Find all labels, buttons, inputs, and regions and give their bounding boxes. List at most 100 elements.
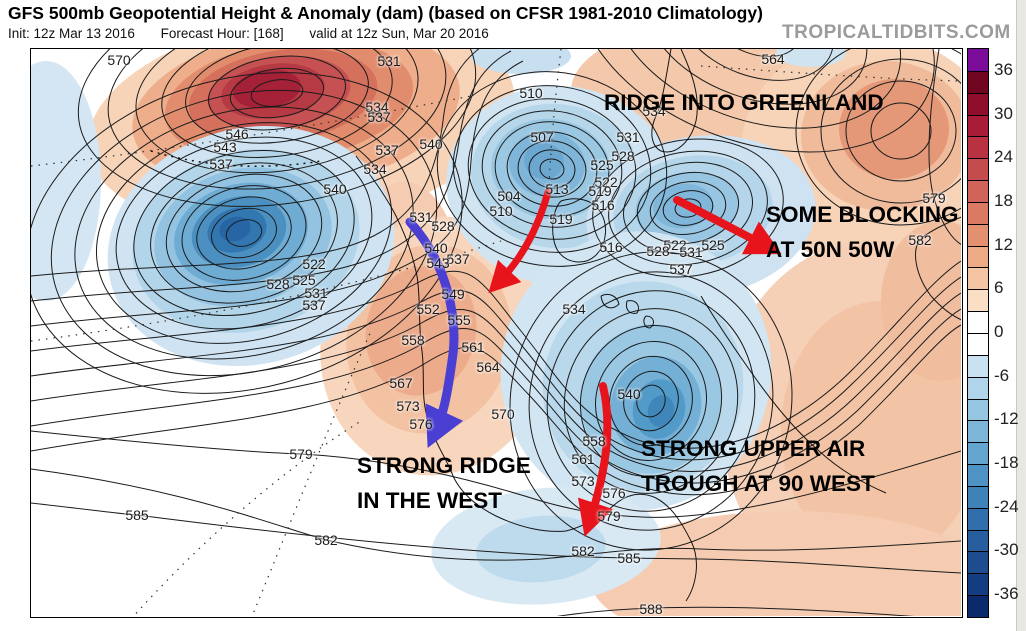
colorbar-segment	[968, 245, 988, 268]
colorbar-tick: 12	[994, 234, 1013, 254]
colorbar-segment	[968, 223, 988, 246]
forecast-hour: Forecast Hour: [168]	[160, 26, 284, 41]
contour-label: 528	[266, 276, 290, 292]
contour-label: 516	[599, 239, 623, 255]
colorbar-segment	[968, 420, 988, 443]
contour-label: 513	[545, 181, 569, 197]
contour-label: 540	[424, 240, 448, 256]
page-edge-strip	[1016, 0, 1026, 631]
contour-label: 531	[679, 244, 703, 260]
contour-label: 528	[646, 243, 670, 259]
init-time: Init: 12z Mar 13 2016	[8, 26, 135, 41]
contour-label: 525	[590, 157, 614, 173]
contour-label: 534	[642, 103, 666, 119]
colorbar-tick: -36	[994, 584, 1019, 604]
contour-label: 552	[416, 301, 440, 317]
colorbar-segment	[968, 158, 988, 181]
weather-map: 570 531 564 534 537 546 543 537 540 537 534 540 510 5…	[30, 48, 963, 618]
contour-label: 537	[669, 261, 693, 277]
contour-label: 573	[571, 473, 595, 489]
colorbar-segment	[968, 267, 988, 290]
contour-label: 582	[571, 543, 595, 559]
contour-label: 531	[377, 53, 401, 69]
contour-label: 579	[289, 446, 313, 462]
colorbar-segment	[968, 180, 988, 202]
contour-label: 549	[441, 286, 465, 302]
contour-label: 510	[489, 203, 513, 219]
contour-label: 507	[530, 129, 554, 145]
colorbar-segment	[968, 376, 988, 399]
red-arrow	[673, 196, 782, 255]
anomaly-colorbar	[967, 48, 989, 618]
height-contours	[31, 49, 961, 616]
contour-label: 585	[617, 550, 641, 566]
contour-label: 543	[426, 255, 450, 271]
contour-label: 582	[908, 232, 932, 248]
contour-label: 537	[209, 156, 233, 172]
contour-label: 570	[491, 406, 515, 422]
contour-label: 582	[314, 532, 338, 548]
map-annotation-blocking: SOME BLOCKING AT 50N 50W	[766, 202, 959, 262]
coastlines	[150, 49, 887, 602]
contour-label: 510	[519, 85, 543, 101]
colorbar-tick: -24	[994, 496, 1019, 516]
contour-label: 564	[476, 359, 500, 375]
contour-label: 570	[107, 52, 131, 68]
flow-arrows	[405, 188, 782, 537]
colorbar-segment	[968, 114, 988, 137]
contour-label: 546	[225, 126, 249, 142]
colorbar-segment	[968, 464, 988, 486]
contour-label: 540	[323, 181, 347, 197]
colorbar-tick: -6	[994, 365, 1010, 385]
contour-label: 567	[389, 375, 413, 391]
colorbar-segment	[968, 551, 988, 574]
contour-label: 540	[419, 136, 443, 152]
colorbar-segment	[968, 595, 988, 617]
colorbar-segment	[968, 507, 988, 530]
colorbar-segment	[968, 398, 988, 421]
colorbar-tick: 6	[994, 278, 1004, 298]
contour-label: 525	[701, 237, 725, 253]
contour-label: 531	[616, 129, 640, 145]
contour-label: 537	[302, 297, 326, 313]
colorbar-segment	[968, 442, 988, 465]
contour-label: 522	[663, 237, 687, 253]
contour-label: 519	[588, 183, 612, 199]
colorbar-tick: -30	[994, 540, 1019, 560]
contour-label: 585	[125, 507, 149, 523]
colorbar-tick: 24	[994, 147, 1013, 167]
contour-label: 576	[602, 485, 626, 501]
contour-label: 561	[571, 451, 595, 467]
colorbar-segment	[968, 573, 988, 596]
contour-label: 558	[401, 332, 425, 348]
contour-label: 537	[446, 251, 470, 267]
contour-label: 573	[396, 398, 420, 414]
red-arrow	[488, 188, 552, 294]
watermark: TROPICALTIDBITS.COM	[782, 22, 1011, 43]
contour-label: 534	[363, 161, 387, 177]
colorbar-segment	[968, 485, 988, 508]
contour-label: 576	[409, 416, 433, 432]
map-canvas	[31, 49, 961, 616]
contour-label: 588	[639, 601, 663, 617]
colorbar-tick: -12	[994, 409, 1019, 429]
contour-label: 528	[611, 148, 635, 164]
map-annotation-greenland: RIDGE INTO GREENLAND	[604, 90, 884, 115]
contour-label: 558	[582, 433, 606, 449]
contour-label: 537	[375, 142, 399, 158]
contour-label: 522	[302, 256, 326, 272]
contour-label: 561	[461, 339, 485, 355]
colorbar-segment	[968, 201, 988, 224]
colorbar-segment	[968, 49, 988, 71]
map-annotation-ridge-west: STRONG RIDGE IN THE WEST	[357, 453, 531, 513]
contour-label: 525	[292, 272, 316, 288]
contour-label: 579	[922, 190, 946, 206]
colorbar-tick: -18	[994, 453, 1019, 473]
contour-label: 537	[367, 109, 391, 125]
colorbar-segment	[968, 332, 988, 355]
contour-label: 540	[617, 386, 641, 402]
colorbar-tick: 18	[994, 190, 1013, 210]
graticule	[31, 49, 961, 616]
page-title: GFS 500mb Geopotential Height & Anomaly …	[8, 3, 763, 23]
red-arrow	[577, 382, 613, 537]
